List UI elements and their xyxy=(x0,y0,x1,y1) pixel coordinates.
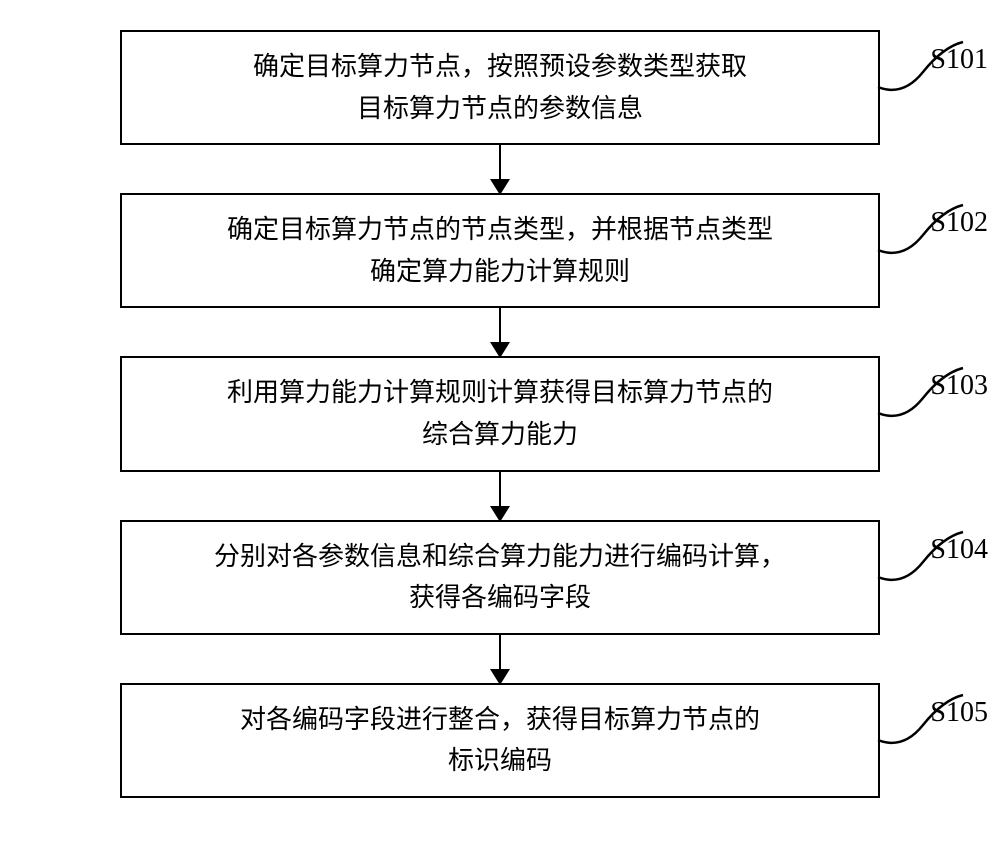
arrow-s101-s102 xyxy=(499,145,502,193)
step-label-s104: S104 xyxy=(930,528,988,573)
arrow-s102-s103 xyxy=(499,308,502,356)
step-text-s101-line2: 目标算力节点的参数信息 xyxy=(142,88,858,130)
step-wrapper-s101: S101 确定目标算力节点，按照预设参数类型获取 目标算力节点的参数信息 xyxy=(60,30,940,193)
step-text-s104-line2: 获得各编码字段 xyxy=(142,577,858,619)
step-text-s103-line1: 利用算力能力计算规则计算获得目标算力节点的 xyxy=(142,372,858,414)
arrow-s103-s104 xyxy=(499,472,502,520)
step-text-s105-line2: 标识编码 xyxy=(142,740,858,782)
step-text-s105-line1: 对各编码字段进行整合，获得目标算力节点的 xyxy=(142,699,858,741)
step-label-s102: S102 xyxy=(930,201,988,246)
step-text-s102-line1: 确定目标算力节点的节点类型，并根据节点类型 xyxy=(142,209,858,251)
step-box-s102: S102 确定目标算力节点的节点类型，并根据节点类型 确定算力能力计算规则 xyxy=(120,193,880,308)
step-text-s101-line1: 确定目标算力节点，按照预设参数类型获取 xyxy=(142,46,858,88)
step-text-s103-line2: 综合算力能力 xyxy=(142,414,858,456)
step-wrapper-s102: S102 确定目标算力节点的节点类型，并根据节点类型 确定算力能力计算规则 xyxy=(60,193,940,356)
step-box-s101: S101 确定目标算力节点，按照预设参数类型获取 目标算力节点的参数信息 xyxy=(120,30,880,145)
step-wrapper-s103: S103 利用算力能力计算规则计算获得目标算力节点的 综合算力能力 xyxy=(60,356,940,519)
step-wrapper-s105: S105 对各编码字段进行整合，获得目标算力节点的 标识编码 xyxy=(60,683,940,798)
step-text-s102-line2: 确定算力能力计算规则 xyxy=(142,251,858,293)
step-wrapper-s104: S104 分别对各参数信息和综合算力能力进行编码计算， 获得各编码字段 xyxy=(60,520,940,683)
step-label-s101: S101 xyxy=(930,38,988,83)
step-label-s105: S105 xyxy=(930,691,988,736)
step-box-s104: S104 分别对各参数信息和综合算力能力进行编码计算， 获得各编码字段 xyxy=(120,520,880,635)
arrow-s104-s105 xyxy=(499,635,502,683)
step-label-s103: S103 xyxy=(930,364,988,409)
step-box-s105: S105 对各编码字段进行整合，获得目标算力节点的 标识编码 xyxy=(120,683,880,798)
step-text-s104-line1: 分别对各参数信息和综合算力能力进行编码计算， xyxy=(142,536,858,578)
step-box-s103: S103 利用算力能力计算规则计算获得目标算力节点的 综合算力能力 xyxy=(120,356,880,471)
flowchart-container: S101 确定目标算力节点，按照预设参数类型获取 目标算力节点的参数信息 S10… xyxy=(60,30,940,798)
